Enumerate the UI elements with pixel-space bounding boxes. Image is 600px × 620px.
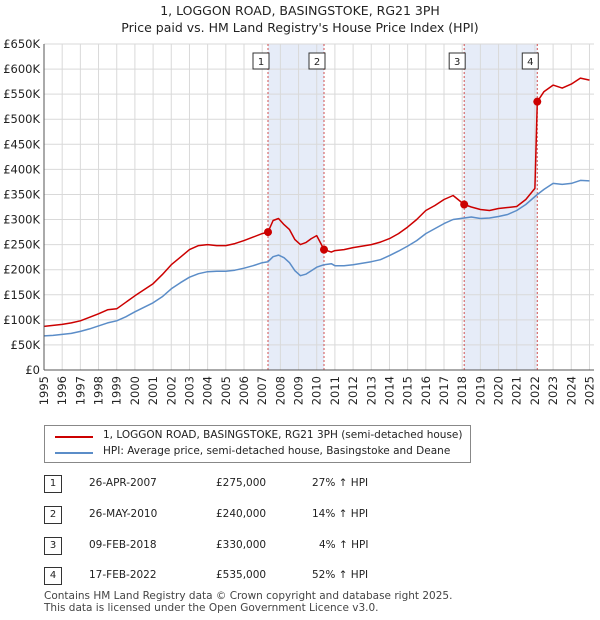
x-tick-label: 2002 [164,376,178,405]
chart-title: 1, LOGGON ROAD, BASINGSTOKE, RG21 3PH [160,3,440,18]
y-tick-label: £650K [3,37,40,51]
x-tick-label: 2013 [364,376,378,405]
x-tick-label: 2024 [564,376,578,405]
chart-legend: 1, LOGGON ROAD, BASINGSTOKE, RG21 3PH (s… [44,425,471,463]
event-number: 3 [44,537,62,555]
x-tick-label: 2011 [328,376,342,405]
sale-label-number: 3 [454,57,460,68]
x-tick-label: 2014 [382,376,396,405]
event-date: 17-FEB-2022 [89,569,157,581]
x-tick-label: 2010 [310,376,324,405]
x-tick-label: 2009 [292,376,306,405]
sale-label-box [521,52,539,70]
legend-swatch-hpi [55,452,93,454]
x-tick-label: 1999 [110,376,124,405]
y-tick-label: £550K [3,87,40,101]
sale-label-number: 4 [527,57,533,68]
y-tick-label: £350K [3,187,40,201]
x-tick-label: 1998 [92,376,106,405]
x-tick-label: 2019 [473,376,487,405]
legend-label-property: 1, LOGGON ROAD, BASINGSTOKE, RG21 3PH (s… [103,429,463,441]
sale-point [460,200,469,209]
y-tick-label: £0 [25,363,40,377]
x-tick-label: 2000 [128,376,142,405]
event-price: £330,000 [216,539,267,551]
hpi-line [43,179,590,337]
sale-point [264,228,272,237]
y-tick-label: £150K [3,288,40,302]
y-tick-label: £400K [3,162,40,176]
event-date: 26-MAY-2010 [89,508,158,520]
chart-subtitle: Price paid vs. HM Land Registry's House … [121,20,479,35]
y-tick-label: £100K [3,313,40,327]
event-number: 1 [44,475,62,493]
x-tick-label: 2021 [510,376,524,405]
event-hpi-change: 52% ↑ HPI [312,569,369,581]
sale-point [320,245,328,254]
x-tick-label: 2004 [201,376,215,405]
footer-licence: This data is licensed under the Open Gov… [44,602,379,614]
x-tick-label: 2017 [437,376,451,405]
y-tick-label: £200K [3,263,40,277]
price-chart: 1 2 3 4 £0 £50K £100K £150K £200K £250K £300K £350K… [3,37,596,405]
y-tick-label: £50K [11,338,41,352]
legend-swatch-property [55,436,93,438]
event-hpi-change: 27% ↑ HPI [312,477,369,489]
y-tick-label: £250K [3,238,40,252]
y-tick-label: £500K [3,112,40,126]
event-price: £240,000 [216,508,267,520]
x-tick-label: 2006 [237,376,251,405]
shaded-period [464,44,538,370]
event-price: £535,000 [216,569,267,581]
x-tick-label: 2025 [582,376,596,405]
sale-label-number: 2 [314,57,320,68]
x-tick-label: 1997 [73,376,87,405]
x-tick-label: 2018 [455,376,469,405]
x-tick-label: 2016 [419,376,433,405]
y-tick-label: £600K [3,62,40,76]
x-tick-label: 1996 [55,376,69,405]
x-tick-label: 2022 [528,376,542,405]
x-tick-label: 2003 [182,376,196,405]
x-tick-label: 2015 [401,376,415,405]
x-tick-label: 2005 [219,376,233,405]
legend-label-hpi: HPI: Average price, semi-detached house,… [103,445,451,457]
footer-copyright: Contains HM Land Registry data © Crown c… [44,590,453,602]
x-tick-label: 2008 [273,376,287,405]
event-price: £275,000 [216,477,267,489]
y-tick-label: £300K [3,213,40,227]
x-tick-label: 2007 [255,376,269,405]
property-price-line [43,77,590,328]
x-tick-label: 2001 [146,376,160,405]
sale-label-number: 1 [258,57,264,68]
sale-label-box [308,52,326,70]
shaded-period [268,44,324,370]
x-tick-label: 1995 [37,376,51,405]
x-tick-label: 2023 [546,376,560,405]
x-tick-label: 2020 [492,376,506,405]
sale-point [533,97,542,106]
event-number: 2 [44,506,62,524]
event-hpi-change: 14% ↑ HPI [312,508,369,520]
event-number: 4 [44,567,62,585]
y-tick-label: £450K [3,137,40,151]
event-date: 26-APR-2007 [89,477,157,489]
x-tick-label: 2012 [346,376,360,405]
event-date: 09-FEB-2018 [89,539,157,551]
event-hpi-change: 4% ↑ HPI [319,539,369,551]
sale-label-box [252,52,270,70]
sale-label-box [448,52,466,70]
